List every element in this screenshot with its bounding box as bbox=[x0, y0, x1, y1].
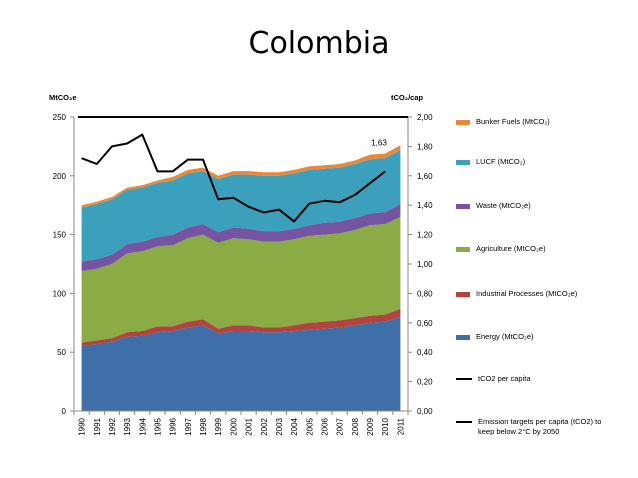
legend-label: Waste (MtCO₂e) bbox=[476, 201, 531, 210]
right-tick-label: 0,80 bbox=[417, 289, 433, 298]
x-tick-label: 2003 bbox=[275, 417, 284, 435]
x-tick-label: 2001 bbox=[245, 417, 254, 435]
x-tick-label: 2006 bbox=[321, 417, 330, 435]
legend-item: Industrial Processes (MtCO₂e) bbox=[456, 289, 577, 299]
right-tick-label: 1,60 bbox=[417, 172, 433, 181]
x-tick-label: 1998 bbox=[199, 417, 208, 435]
legend-label: tCO2 per capita bbox=[478, 374, 531, 383]
legend-swatch bbox=[456, 203, 470, 209]
area-series-1 bbox=[81, 308, 401, 347]
legend-item: Energy (MtCO₂e) bbox=[456, 332, 534, 342]
left-tick-label: 0 bbox=[62, 407, 67, 416]
line-series-0 bbox=[81, 133, 386, 223]
legend-label: Emission targets per capita (tCO2) to ke… bbox=[478, 417, 602, 436]
x-tick-label: 2011 bbox=[396, 417, 405, 435]
legend-line-swatch bbox=[456, 378, 472, 380]
area-stack bbox=[81, 145, 401, 411]
left-tick-label: 50 bbox=[57, 348, 66, 357]
x-tick-label: 2010 bbox=[381, 417, 390, 435]
left-tick-label: 150 bbox=[53, 231, 67, 240]
axis-labels: 0 50 100 150 200 250 0,00 0,20 0,40 0,60 0,80 1,00 1… bbox=[49, 93, 433, 436]
legend-label: Bunker Fuels (MtCO₂) bbox=[476, 117, 550, 126]
left-tick-label: 250 bbox=[53, 113, 67, 122]
right-tick-label: 0,60 bbox=[417, 319, 433, 328]
line-series bbox=[78, 116, 408, 223]
right-tick-label: 1,20 bbox=[417, 231, 433, 240]
legend-label: Industrial Processes (MtCO₂e) bbox=[476, 289, 578, 298]
x-tick-label: 2002 bbox=[260, 417, 269, 435]
x-tick-label: 2000 bbox=[229, 417, 238, 435]
chart-title: Colombia bbox=[248, 26, 390, 61]
legend: Bunker Fuels (MtCO₂) LUCF (MtCO₂) Waste (M… bbox=[456, 113, 636, 453]
x-tick-label: 2005 bbox=[305, 417, 314, 435]
axes bbox=[70, 116, 412, 415]
area-series-0 bbox=[81, 316, 401, 411]
legend-swatch bbox=[456, 246, 470, 252]
legend-item: tCO2 per capita bbox=[456, 374, 531, 384]
legend-item: Bunker Fuels (MtCO₂) bbox=[456, 117, 550, 127]
legend-label: Agriculture (MtCO₂e) bbox=[476, 244, 546, 253]
x-tick-label: 1993 bbox=[123, 417, 132, 435]
x-tick-label: 1994 bbox=[138, 417, 147, 435]
legend-item: Waste (MtCO₂e) bbox=[456, 201, 531, 211]
legend-line-swatch bbox=[456, 421, 472, 423]
legend-item: LUCF (MtCO₂) bbox=[456, 157, 525, 167]
x-tick-label: 2008 bbox=[351, 417, 360, 435]
area-series-3 bbox=[81, 204, 401, 272]
data-label: 1,63 bbox=[371, 138, 387, 147]
x-tick-label: 2007 bbox=[336, 417, 345, 435]
right-axis-unit: tCO₂/cap bbox=[391, 93, 424, 102]
x-tick-label: 2009 bbox=[366, 417, 375, 435]
right-tick-label: 0,40 bbox=[417, 348, 433, 357]
legend-swatch bbox=[456, 159, 470, 165]
x-tick-label: 1996 bbox=[169, 417, 178, 435]
right-tick-label: 1,80 bbox=[417, 142, 433, 151]
legend-swatch bbox=[456, 119, 470, 125]
left-axis-unit: MtCO₂e bbox=[49, 93, 77, 102]
legend-item: Agriculture (MtCO₂e) bbox=[456, 244, 546, 254]
x-tick-label: 2004 bbox=[290, 417, 299, 435]
x-tick-label: 1991 bbox=[93, 417, 102, 435]
left-tick-label: 200 bbox=[53, 172, 67, 181]
x-tick-label: 1995 bbox=[154, 417, 163, 435]
x-tick-label: 1999 bbox=[214, 417, 223, 435]
right-tick-label: 0,00 bbox=[417, 407, 433, 416]
legend-label: Energy (MtCO₂e) bbox=[476, 332, 534, 341]
legend-swatch bbox=[456, 291, 470, 297]
left-tick-label: 100 bbox=[53, 289, 67, 298]
right-tick-label: 0,20 bbox=[417, 378, 433, 387]
right-tick-label: 1,40 bbox=[417, 201, 433, 210]
right-tick-label: 2,00 bbox=[417, 113, 433, 122]
legend-item: Emission targets per capita (tCO2) to ke… bbox=[456, 417, 608, 437]
x-tick-label: 1990 bbox=[78, 417, 87, 435]
x-tick-label: 1992 bbox=[108, 417, 117, 435]
right-tick-label: 1,00 bbox=[417, 260, 433, 269]
legend-swatch bbox=[456, 334, 470, 340]
area-series-4 bbox=[81, 149, 401, 262]
x-tick-label: 1997 bbox=[184, 417, 193, 435]
legend-label: LUCF (MtCO₂) bbox=[476, 157, 526, 166]
area-series-2 bbox=[81, 217, 401, 343]
